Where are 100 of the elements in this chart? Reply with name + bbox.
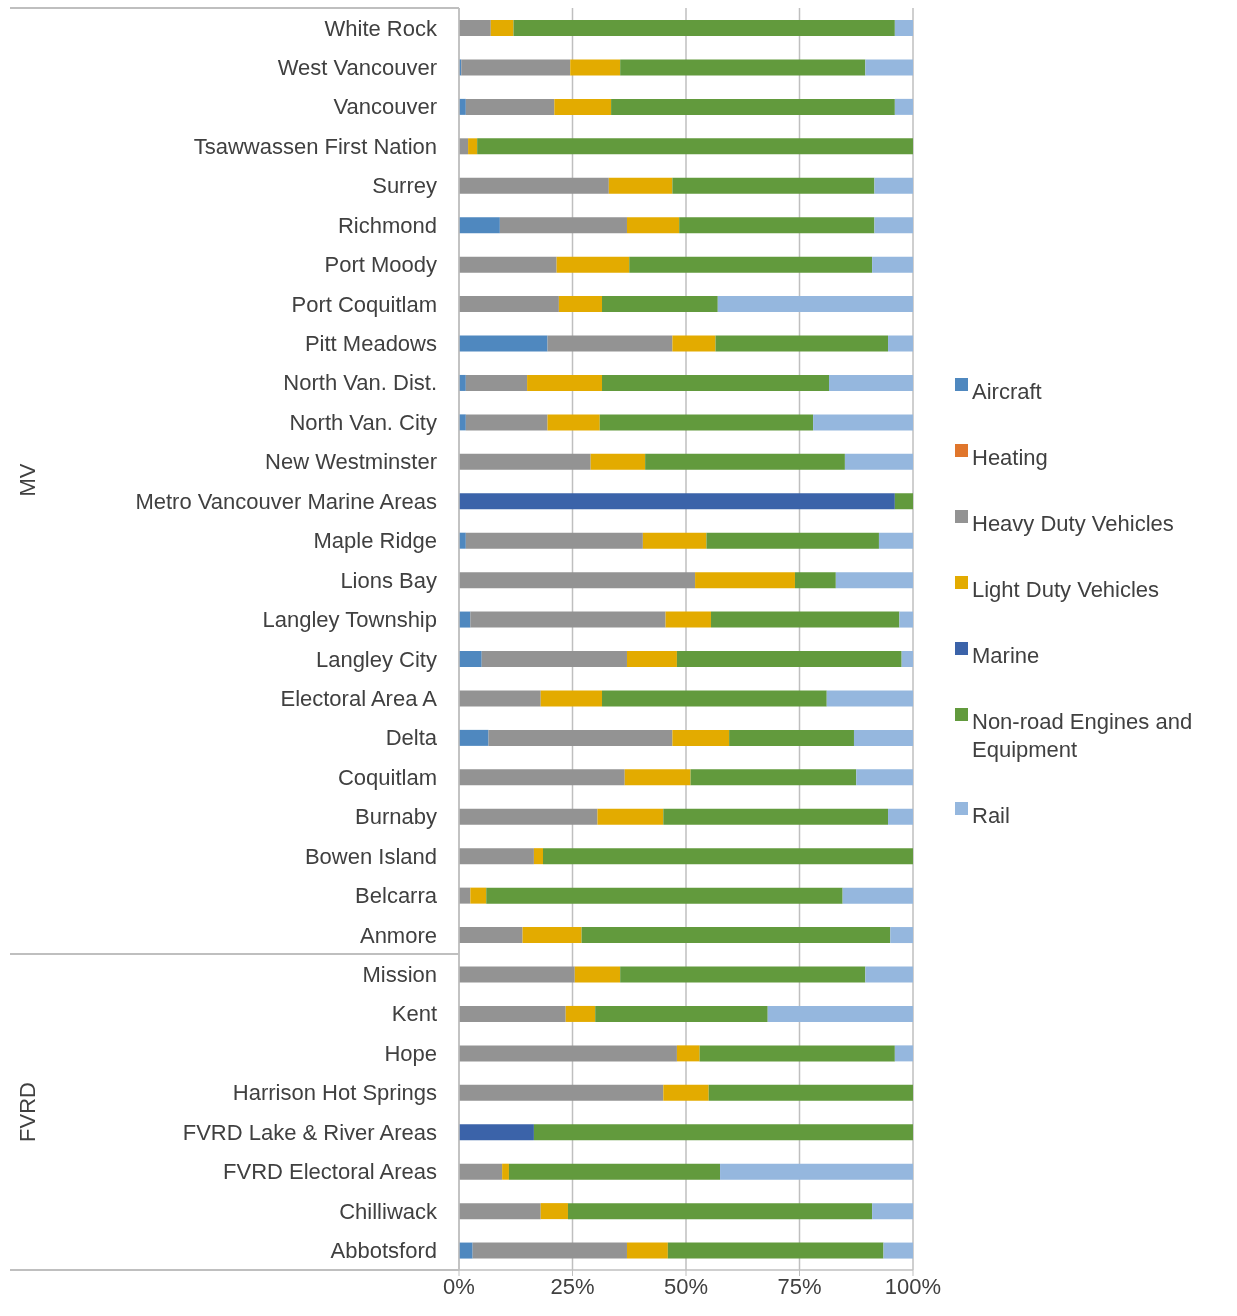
bar (679, 217, 875, 234)
bar (602, 374, 830, 391)
bar (853, 729, 913, 746)
bar (459, 572, 696, 589)
bar (899, 611, 913, 628)
bar (461, 59, 571, 76)
bar (465, 98, 555, 115)
bar (699, 1045, 895, 1062)
y-tick-label: Abbotsford (330, 1238, 437, 1264)
bar (667, 1242, 884, 1259)
bar (508, 1163, 721, 1180)
bar (547, 335, 673, 352)
y-tick-label: Metro Vancouver Marine Areas (135, 488, 437, 514)
y-tick-label: Mission (362, 962, 437, 988)
bar (874, 177, 913, 194)
bar (706, 532, 879, 549)
bar (570, 59, 621, 76)
bar (533, 1124, 913, 1141)
bar (459, 335, 548, 352)
y-tick-label: Chilliwack (339, 1198, 438, 1224)
bar (626, 217, 680, 234)
y-tick-label: Port Moody (324, 252, 437, 278)
text: FVRD (15, 1082, 41, 1142)
legend-label: Aircraft (972, 378, 1042, 406)
bar (459, 296, 559, 313)
y-tick-label: West Vancouver (277, 54, 437, 80)
bar (465, 414, 548, 431)
bar (829, 374, 913, 391)
bar (459, 1163, 503, 1180)
y-tick-label: Harrison Hot Springs (232, 1080, 437, 1106)
bar (459, 966, 575, 983)
bar (676, 651, 902, 667)
bar (888, 808, 913, 825)
bar (459, 1242, 473, 1259)
bar (595, 1005, 768, 1022)
y-tick-label: Langley Township (262, 607, 437, 633)
y-tick-label: Langley City (315, 646, 437, 672)
bar (672, 335, 716, 352)
x-tick-label: 0% (443, 1273, 475, 1299)
bar (835, 572, 913, 589)
y-tick-label: Bowen Island (304, 843, 437, 869)
x-tick-label: 50% (663, 1273, 709, 1299)
bar (626, 1242, 668, 1259)
bar (481, 651, 627, 667)
bar (715, 335, 889, 352)
text: MV (15, 463, 41, 497)
bar (890, 927, 913, 944)
bar (567, 1203, 873, 1220)
bar (472, 1242, 627, 1259)
bar (459, 848, 534, 865)
bar (676, 1045, 700, 1062)
x-tick-label: 100% (884, 1273, 942, 1299)
bar (459, 808, 598, 825)
bar (502, 1163, 509, 1180)
y-tick-label: Burnaby (355, 804, 437, 830)
bar (629, 256, 873, 273)
bar (717, 296, 913, 313)
bar (459, 1124, 534, 1141)
bar (642, 532, 707, 549)
bar (547, 414, 600, 431)
bar (581, 927, 891, 944)
bar (663, 1084, 709, 1101)
bar (874, 217, 913, 234)
bar (459, 769, 625, 786)
bar (856, 769, 913, 786)
bar (527, 374, 603, 391)
bar (645, 453, 845, 470)
y-tick-label: Port Coquitlam (291, 291, 437, 317)
bar (695, 572, 795, 589)
bar (883, 1242, 913, 1259)
bar (459, 256, 557, 273)
bar (602, 296, 718, 313)
bar (459, 1084, 664, 1101)
y-tick-label: Kent (391, 1001, 437, 1027)
bar (708, 1084, 913, 1101)
legend-label: Non-road Engines and Equipment (972, 708, 1194, 764)
bar (488, 729, 673, 746)
bar (459, 651, 482, 667)
bar (499, 217, 627, 234)
y-tick-label: North Van. Dist. (283, 370, 437, 396)
bar (865, 59, 913, 76)
bar (459, 177, 609, 194)
bar (672, 729, 730, 746)
bar (894, 493, 913, 510)
bar (794, 572, 836, 589)
bar (470, 887, 487, 904)
bar (459, 493, 895, 510)
bar (513, 20, 895, 36)
bar (459, 690, 541, 707)
bar (842, 887, 913, 904)
y-tick-label: FVRD Lake & River Areas (182, 1119, 437, 1145)
bar (470, 611, 666, 628)
bar (872, 1203, 913, 1220)
bar (894, 20, 913, 36)
bar (533, 848, 543, 865)
bar (672, 177, 875, 194)
bar (459, 927, 523, 944)
bar (729, 729, 854, 746)
bar (720, 1163, 913, 1180)
y-tick-label: FVRD Electoral Areas (223, 1159, 437, 1185)
